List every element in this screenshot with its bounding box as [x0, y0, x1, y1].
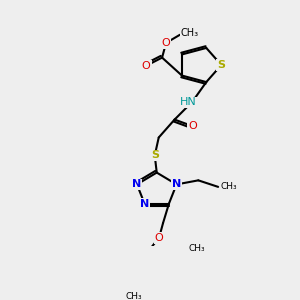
Text: CH₃: CH₃: [181, 28, 199, 38]
Text: N: N: [132, 179, 142, 189]
Text: S: S: [151, 151, 159, 160]
Text: CH₃: CH₃: [188, 244, 205, 253]
Text: CH₃: CH₃: [221, 182, 237, 191]
Text: CH₃: CH₃: [125, 292, 142, 300]
Text: N: N: [172, 179, 181, 189]
Text: O: O: [162, 38, 170, 48]
Text: O: O: [155, 233, 164, 243]
Text: O: O: [142, 61, 151, 71]
Text: O: O: [188, 121, 197, 131]
Text: N: N: [140, 199, 149, 208]
Text: S: S: [217, 60, 225, 70]
Text: HN: HN: [180, 98, 197, 107]
